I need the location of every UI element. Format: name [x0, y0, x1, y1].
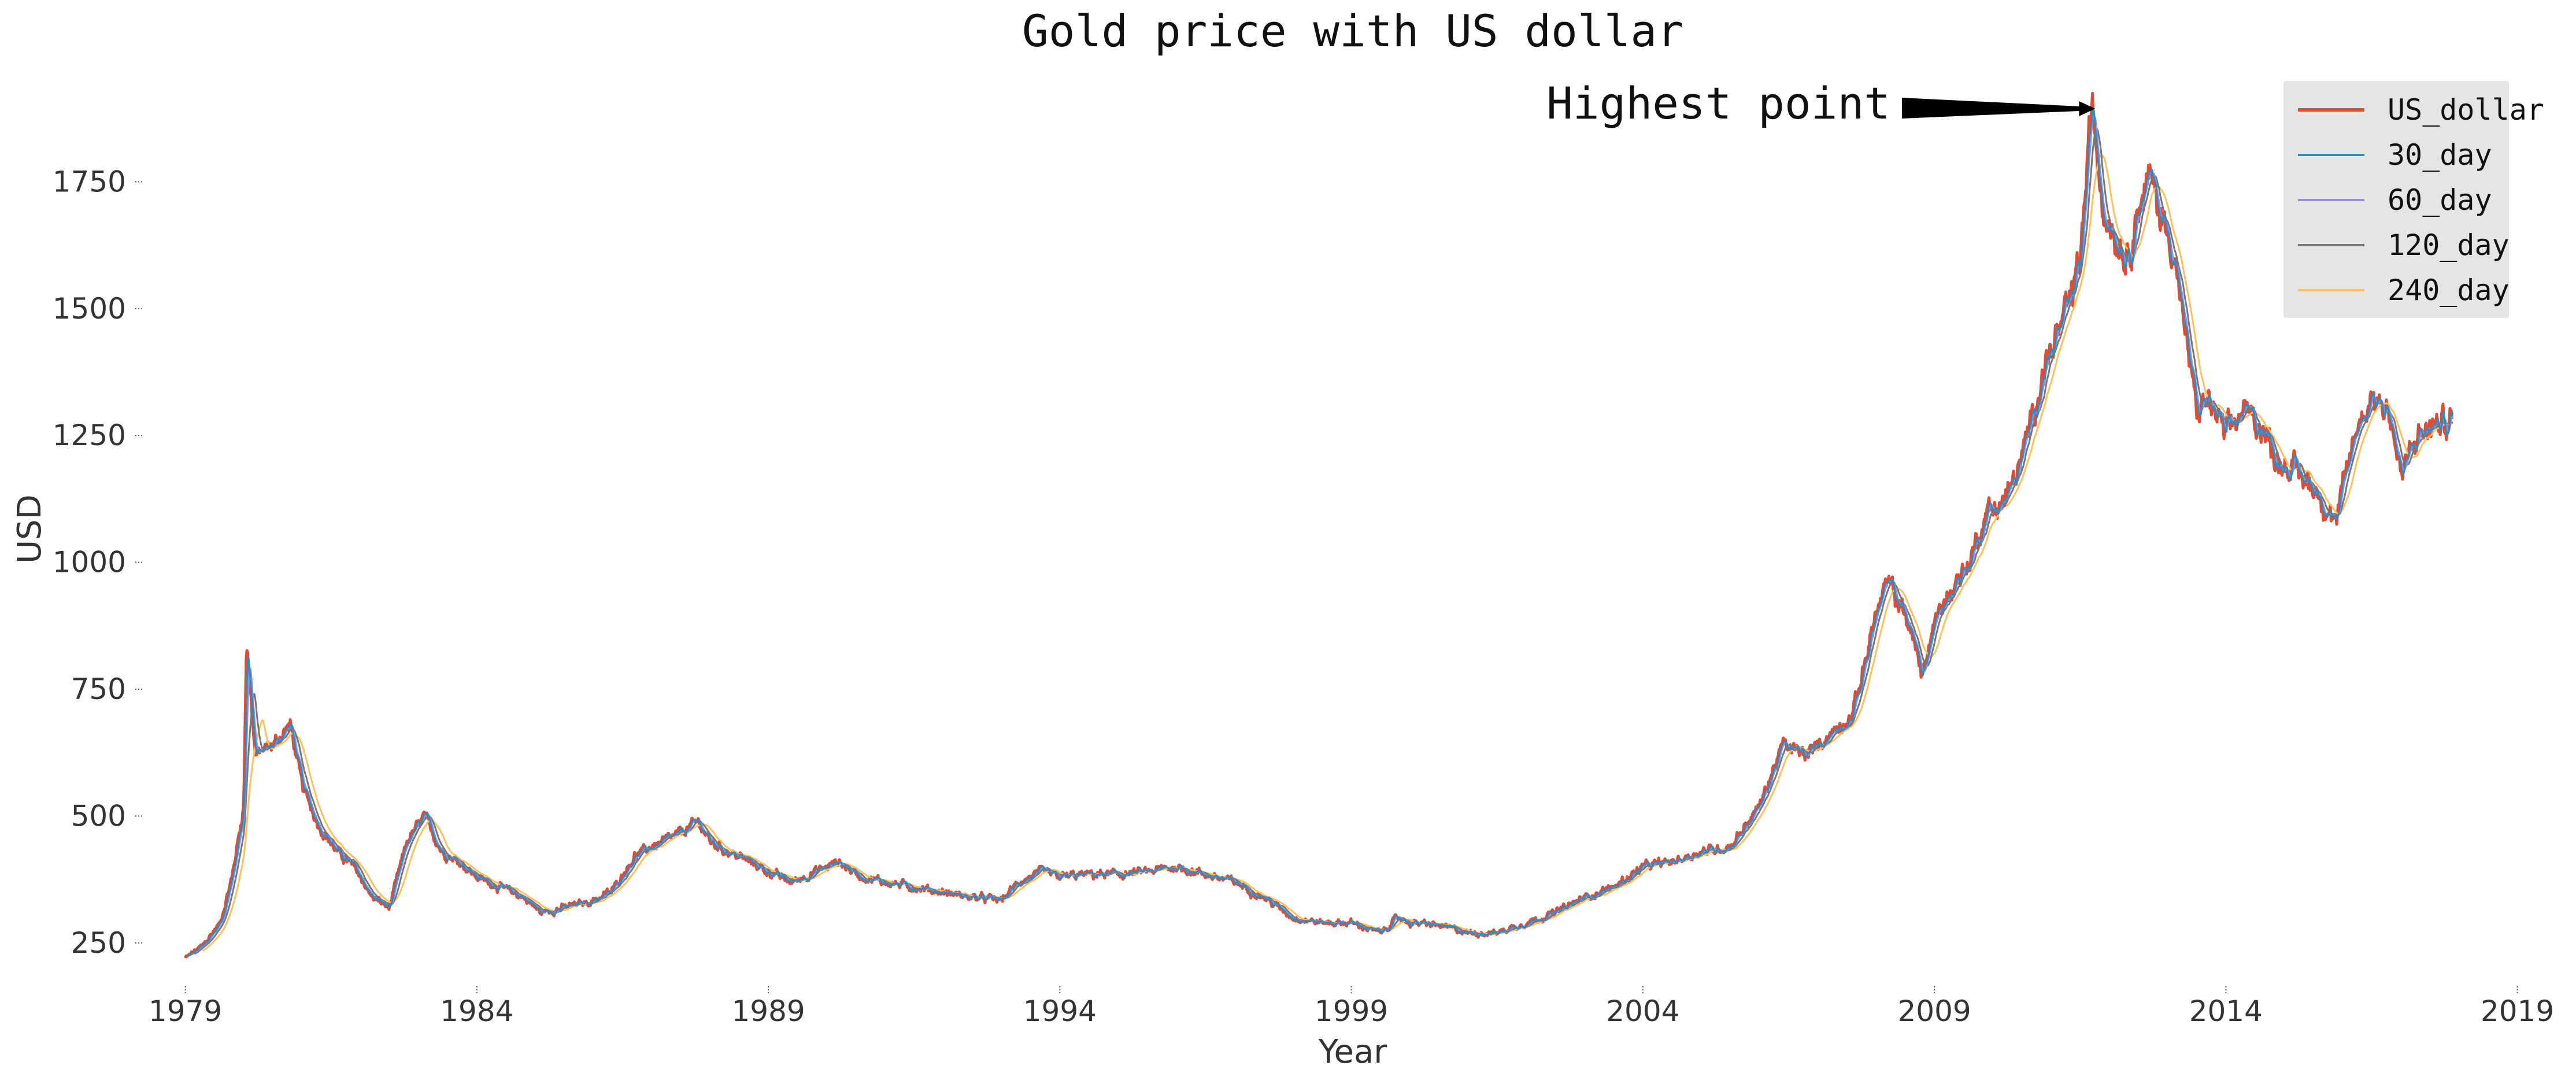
legend-label: 30_day [2388, 138, 2492, 172]
y-axis-label: USD [11, 494, 49, 564]
highest-point-annotation: Highest point [1546, 77, 1890, 129]
x-tick-label: 2019 [2481, 994, 2554, 1028]
x-tick-label: 2004 [1606, 994, 1679, 1028]
y-tick-label: 500 [71, 800, 126, 833]
legend: US_dollar 30_day 60_day 120_day 240_day [2283, 81, 2544, 318]
legend-box [2283, 81, 2509, 318]
series-line-240-day [202, 154, 2453, 952]
series-line-30-day [187, 107, 2454, 957]
series-line-US-dollar [184, 91, 2454, 959]
x-tick-label: 1999 [1315, 994, 1388, 1028]
y-tick-label: 1000 [53, 546, 126, 579]
legend-label: 240_day [2388, 273, 2510, 307]
annotation-layer: Highest point [1546, 77, 2096, 129]
legend-label: 120_day [2388, 228, 2510, 262]
ticks-layer: 1979 1984 1989 1994 1999 2004 2009 2014 2019 250 5… [53, 165, 2554, 1028]
y-tick-label: 250 [71, 926, 126, 960]
legend-label: US_dollar [2388, 93, 2544, 127]
legend-label: 60_day [2388, 183, 2492, 217]
highest-point-arrow [1902, 98, 2092, 119]
x-tick-label: 1984 [440, 994, 513, 1028]
y-tick-label: 750 [71, 672, 126, 706]
x-tick-label: 2009 [1897, 994, 1971, 1028]
chart-title: Gold price with US dollar [1022, 5, 1683, 57]
x-tick-label: 2014 [2189, 994, 2263, 1028]
x-tick-label: 1989 [731, 994, 805, 1028]
y-tick-label: 1750 [53, 165, 126, 198]
x-tick-label: 1979 [149, 994, 222, 1028]
y-tick-label: 1500 [53, 292, 126, 326]
y-tick-label: 1250 [53, 419, 126, 452]
x-axis-label: Year [1318, 1033, 1388, 1071]
series-layer [184, 91, 2454, 959]
arrow-head [2079, 101, 2096, 117]
x-tick-label: 1994 [1023, 994, 1097, 1028]
